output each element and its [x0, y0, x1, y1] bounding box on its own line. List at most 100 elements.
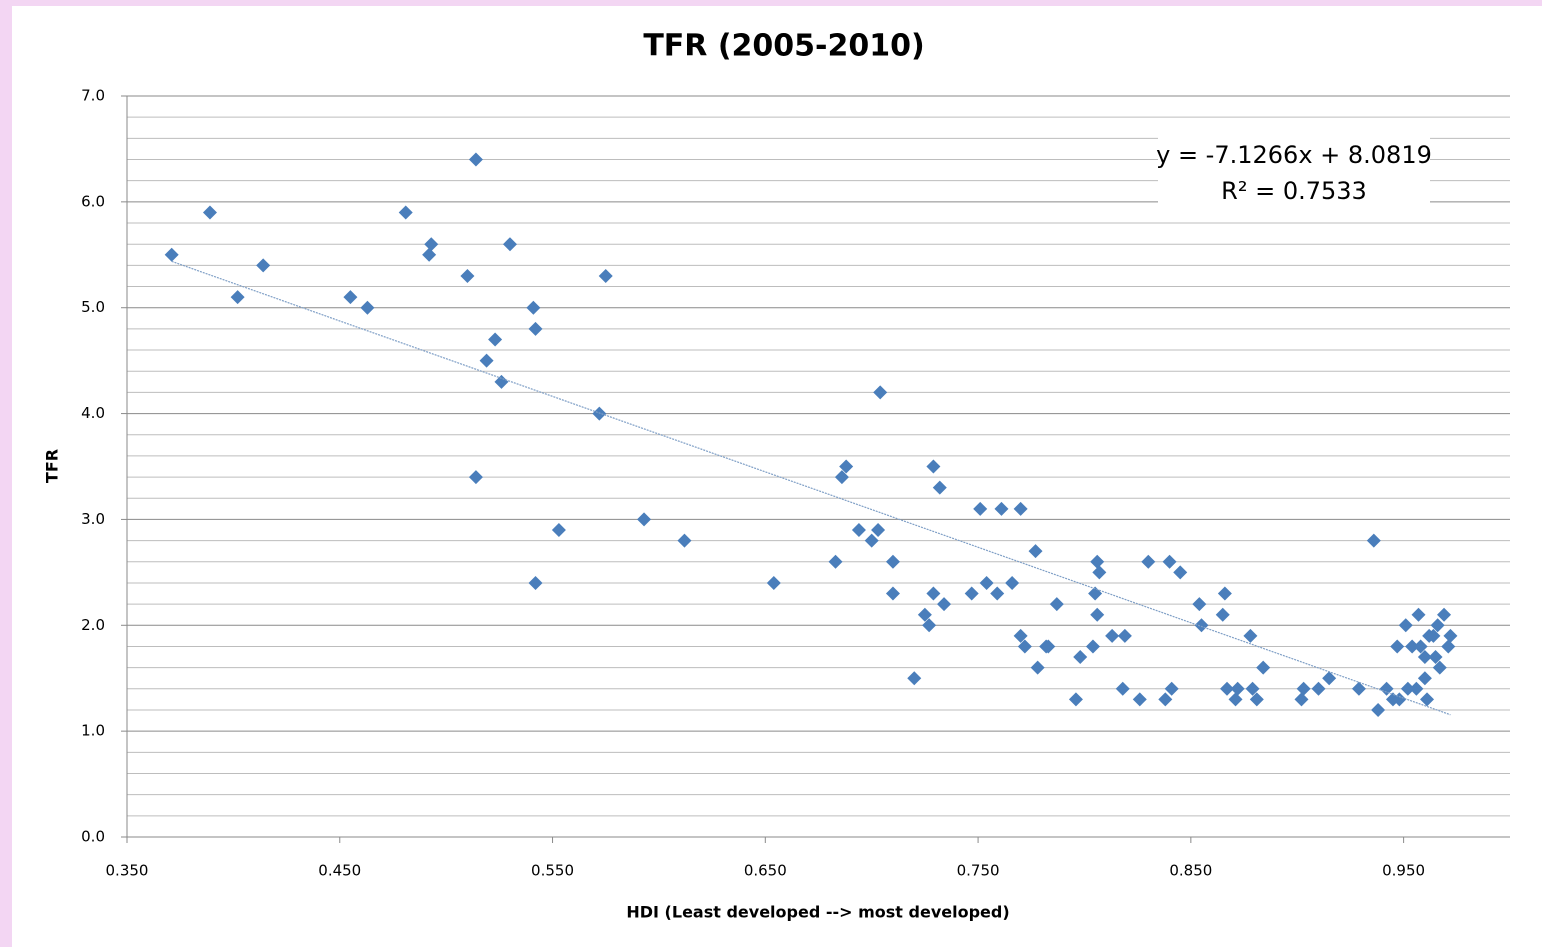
point	[1426, 628, 1441, 643]
point	[1028, 544, 1043, 559]
point	[494, 374, 509, 389]
point	[1400, 681, 1415, 696]
point	[885, 586, 900, 601]
point	[1088, 586, 1103, 601]
point	[398, 205, 413, 220]
point	[907, 671, 922, 686]
point	[256, 258, 271, 273]
point	[994, 501, 1009, 516]
point	[979, 575, 994, 590]
point	[1041, 639, 1056, 654]
point	[937, 597, 952, 612]
point	[1245, 681, 1260, 696]
point	[1073, 650, 1088, 665]
point	[973, 501, 988, 516]
point	[1228, 692, 1243, 707]
y-tick-label: 5.0	[81, 298, 105, 316]
point	[922, 618, 937, 633]
point	[1366, 533, 1381, 548]
point	[1413, 639, 1428, 654]
point	[1090, 607, 1105, 622]
point	[1030, 660, 1045, 675]
point	[1217, 586, 1232, 601]
point	[1005, 575, 1020, 590]
y-tick-label: 6.0	[81, 192, 105, 210]
point	[1194, 618, 1209, 633]
point	[926, 586, 941, 601]
point	[873, 385, 888, 400]
point	[1411, 607, 1426, 622]
point	[468, 470, 483, 485]
point	[964, 586, 979, 601]
point	[1437, 607, 1452, 622]
y-tick-label: 7.0	[81, 87, 105, 105]
x-axis-label: HDI (Least developed --> most developed)	[626, 903, 1009, 922]
point	[1158, 692, 1173, 707]
point	[1117, 628, 1132, 643]
point	[1192, 597, 1207, 612]
point	[1443, 628, 1458, 643]
point	[677, 533, 692, 548]
point	[1105, 628, 1120, 643]
point	[990, 586, 1005, 601]
x-tick-label: 0.650	[744, 862, 787, 880]
point	[479, 353, 494, 368]
point	[1215, 607, 1230, 622]
x-tick-label: 0.850	[1169, 862, 1212, 880]
trendline-label: R² = 0.7533	[1221, 177, 1367, 205]
point	[1013, 501, 1028, 516]
point	[637, 512, 652, 527]
point	[1013, 628, 1028, 643]
point	[1398, 618, 1413, 633]
point	[1432, 660, 1447, 675]
point	[1090, 554, 1105, 569]
point	[834, 470, 849, 485]
point	[1371, 702, 1386, 717]
trendline-label: y = -7.1266x + 8.0819	[1156, 141, 1432, 169]
point	[1428, 650, 1443, 665]
point	[551, 523, 566, 538]
point	[502, 237, 517, 252]
point	[828, 554, 843, 569]
point	[1132, 692, 1147, 707]
point	[422, 247, 437, 262]
point	[1417, 671, 1432, 686]
chart-title: TFR (2005-2010)	[643, 29, 924, 64]
point	[917, 607, 932, 622]
point	[1141, 554, 1156, 569]
trendline	[171, 260, 1451, 716]
point	[885, 554, 900, 569]
point	[1379, 681, 1394, 696]
y-tick-label: 0.0	[81, 828, 105, 846]
point	[926, 459, 941, 474]
point	[1390, 639, 1405, 654]
x-tick-label: 0.750	[957, 862, 1000, 880]
point	[468, 152, 483, 167]
point	[424, 237, 439, 252]
point	[460, 268, 475, 283]
point	[851, 523, 866, 538]
y-tick-label: 4.0	[81, 404, 105, 422]
x-tick-label: 0.350	[106, 862, 149, 880]
point	[1068, 692, 1083, 707]
point	[488, 332, 503, 347]
y-axis-label: TFR	[43, 449, 62, 483]
point	[1085, 639, 1100, 654]
point	[1405, 639, 1420, 654]
point	[343, 290, 358, 305]
point	[1017, 639, 1032, 654]
trendline-label-box	[1158, 135, 1430, 205]
point	[1322, 671, 1337, 686]
point	[1092, 565, 1107, 580]
x-tick-label: 0.950	[1382, 862, 1425, 880]
point	[528, 321, 543, 336]
point	[839, 459, 854, 474]
point	[1220, 681, 1235, 696]
point	[1420, 692, 1435, 707]
y-tick-label: 1.0	[81, 722, 105, 740]
point	[360, 300, 375, 315]
point	[202, 205, 217, 220]
point	[1351, 681, 1366, 696]
